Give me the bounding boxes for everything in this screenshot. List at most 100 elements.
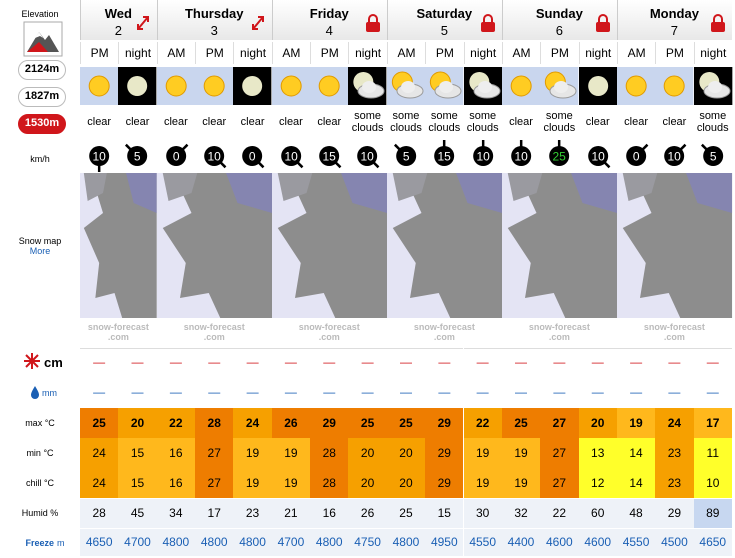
chill-temp: 10 — [693, 468, 732, 498]
weather-summary: some clouds — [428, 110, 461, 134]
freeze-level: 4800 — [156, 528, 196, 556]
day-date: 7 — [670, 23, 679, 39]
freeze-level: 4550 — [463, 528, 502, 556]
min-temp: 11 — [693, 438, 732, 468]
day-name: Sunday — [535, 6, 583, 22]
max-temp: 28 — [195, 408, 234, 438]
wind-speed: 5 — [709, 150, 716, 164]
wind-icon: 15 — [319, 146, 342, 169]
day-header-bg — [501, 0, 617, 40]
rain-value: — — [476, 384, 489, 399]
period-label: night — [693, 42, 732, 64]
rain-value: — — [169, 384, 182, 399]
elevation-button[interactable]: 1530m — [18, 114, 66, 134]
min-temp: 20 — [348, 438, 387, 468]
max-temp: 17 — [693, 408, 732, 438]
elevation-button[interactable]: 1827m — [18, 87, 66, 107]
weather-summary: clear — [125, 116, 150, 129]
weather-summary: clear — [624, 116, 648, 129]
chill-temp: 19 — [271, 468, 311, 498]
max-temp: 22 — [156, 408, 196, 438]
weather-summary: clear — [202, 116, 227, 129]
snow-map — [386, 173, 502, 318]
wind-icon: 10 — [204, 146, 227, 169]
rain-value: — — [208, 384, 221, 399]
wind-speed: 15 — [323, 150, 337, 164]
weather-summary: clear — [240, 116, 265, 129]
max-temp: 25 — [80, 408, 119, 438]
humidity: 32 — [501, 498, 541, 528]
day-name: Thursday — [184, 6, 244, 22]
day-name: Wed — [104, 6, 132, 22]
min-temp: 29 — [425, 438, 464, 468]
chill-temp: 29 — [425, 468, 464, 498]
max-temp: 22 — [463, 408, 502, 438]
period-label: AM — [156, 42, 195, 64]
max-temp: 26 — [271, 408, 311, 438]
freeze-level: 4400 — [501, 528, 541, 556]
period-label: AM — [386, 42, 425, 64]
min-temp: 27 — [540, 438, 579, 468]
weather-icon — [463, 67, 502, 105]
chill-temp: 27 — [540, 468, 579, 498]
humidity: 89 — [693, 498, 732, 528]
chill-temp: 24 — [80, 468, 119, 498]
weather-summary: some clouds — [351, 110, 384, 134]
period-label: AM — [616, 42, 655, 64]
freeze-level: 4650 — [80, 528, 119, 556]
wind-unit: km/h — [30, 154, 50, 164]
wind-icon: 0 — [165, 143, 189, 166]
weather-summary: clear — [662, 116, 687, 129]
day-date: 5 — [440, 23, 448, 39]
wind-speed: 0 — [633, 150, 640, 164]
min-temp: 20 — [386, 438, 426, 468]
snow-value: — — [156, 348, 196, 376]
wind-speed: 0 — [249, 150, 256, 164]
snow-value: — — [693, 348, 732, 376]
min-temp: 16 — [156, 438, 196, 468]
snow-value: — — [463, 348, 502, 376]
weather-summary: clear — [585, 116, 610, 129]
snow-value: — — [310, 348, 349, 376]
freeze-level: 4750 — [348, 528, 387, 556]
more-link[interactable]: More — [29, 246, 51, 256]
freeze-unit: m — [57, 538, 65, 548]
day-name: Friday — [309, 6, 349, 22]
max-temp: 19 — [616, 408, 656, 438]
weather-icon — [271, 67, 311, 105]
wind-icon: 10 — [280, 146, 304, 169]
period-label: PM — [195, 42, 233, 64]
snow-map — [156, 173, 272, 318]
weather-summary: clear — [317, 116, 342, 129]
watermark: snow-forecast — [298, 321, 360, 332]
humidity: 22 — [540, 498, 579, 528]
watermark: .com — [318, 331, 340, 342]
min-temp: 24 — [80, 438, 119, 468]
humidity: 28 — [80, 498, 119, 528]
humidity: 34 — [156, 498, 196, 528]
snow-unit: cm — [44, 355, 63, 370]
wind-speed: 10 — [668, 150, 682, 164]
chill-temp: 27 — [195, 468, 234, 498]
wind-speed: 10 — [476, 150, 490, 164]
period-label: PM — [310, 42, 348, 64]
period-label: night — [118, 42, 156, 64]
snow-value: — — [80, 348, 119, 376]
humidity: 25 — [386, 498, 426, 528]
rain-value: — — [246, 384, 259, 399]
weather-icon — [348, 67, 387, 105]
weather-summary: clear — [163, 116, 188, 129]
weather-icon — [118, 67, 157, 105]
elevation-button[interactable]: 2124m — [18, 60, 66, 80]
chill-temp: 19 — [233, 468, 272, 498]
wind-speed: 15 — [438, 150, 452, 164]
wind-icon: 5 — [393, 143, 416, 166]
humid-label: Humid % — [21, 508, 59, 518]
freeze-level: 4800 — [386, 528, 426, 556]
freeze-level: 4500 — [655, 528, 694, 556]
day-header-bg — [386, 0, 502, 40]
snow-value: — — [616, 348, 656, 376]
elevation-label: Elevation — [21, 9, 59, 19]
humidity: 17 — [195, 498, 234, 528]
